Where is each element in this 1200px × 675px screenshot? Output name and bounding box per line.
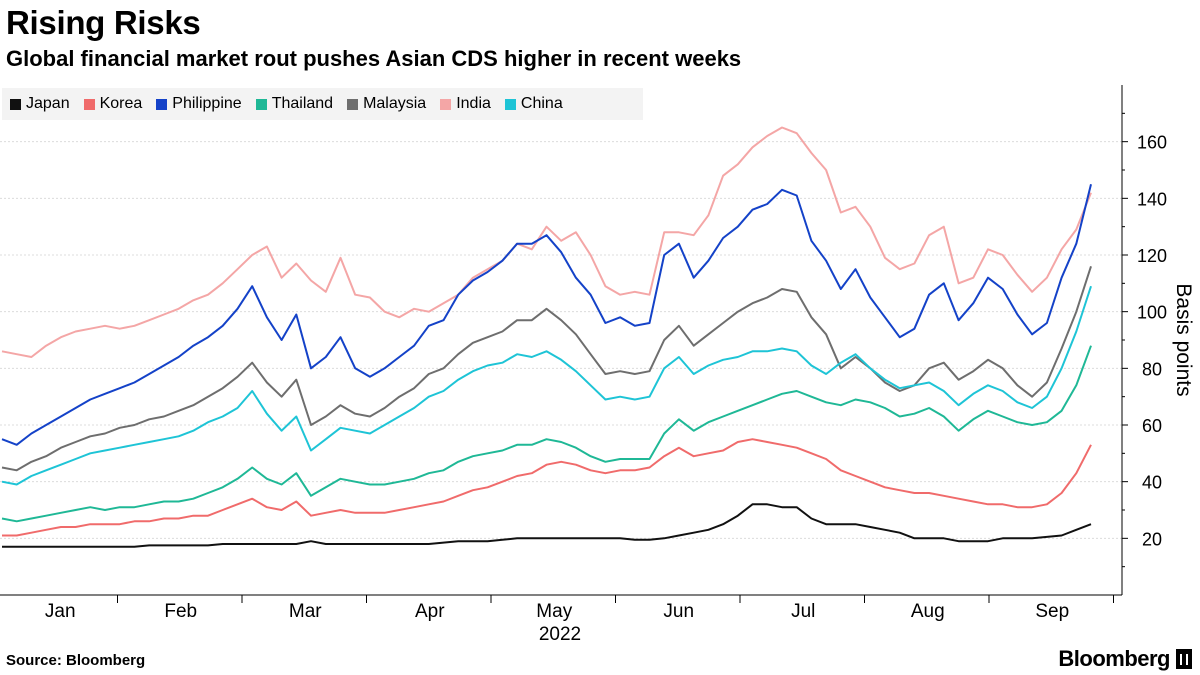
tick-label-x-jul: Jul	[791, 601, 815, 622]
tick-label-y-80: 80	[1142, 359, 1162, 379]
legend-item-philippine: Philippine	[156, 95, 242, 113]
legend-swatch	[83, 98, 95, 110]
source-note: Source: Bloomberg	[6, 652, 146, 669]
legend-swatch	[440, 98, 452, 110]
legend-item-korea: Korea	[83, 95, 143, 113]
legend-label: Korea	[99, 95, 143, 112]
chart-subtitle: Global financial market rout pushes Asia…	[6, 46, 742, 71]
legend-label: Japan	[26, 95, 70, 112]
legend-swatch	[347, 98, 359, 110]
tick-label-x-jan: Jan	[45, 601, 76, 622]
tick-label-x-apr: Apr	[415, 601, 445, 622]
tick-label-y-140: 140	[1137, 189, 1167, 209]
tick-label-y-160: 160	[1137, 133, 1167, 153]
legend-item-china: China	[504, 95, 563, 113]
tick-label-x-sep: Sep	[1035, 601, 1069, 622]
legend-label: Malaysia	[363, 95, 427, 112]
y-axis-title: Basis points	[1172, 283, 1195, 396]
legend-label: India	[456, 95, 491, 112]
legend-label: Thailand	[271, 95, 334, 112]
legend-item-india: India	[440, 95, 491, 113]
tick-label-x-jun: Jun	[663, 601, 694, 622]
tick-label-x-mar: Mar	[289, 601, 322, 622]
series-line-thailand	[1, 345, 1092, 523]
legend: Japan Korea Philippine Thailand Malaysia Indi…	[2, 88, 643, 120]
brand-logo: Bloomberg	[1058, 646, 1192, 672]
tick-label-y-100: 100	[1137, 303, 1167, 323]
legend-swatch	[255, 98, 267, 110]
legend-swatch	[156, 98, 168, 110]
legend-label: Philippine	[172, 95, 242, 112]
series-line-china	[1, 285, 1092, 486]
terminal-icon	[1176, 649, 1192, 669]
tick-label-x-feb: Feb	[164, 601, 197, 622]
series-line-korea	[2, 438, 1092, 537]
legend-item-malaysia: Malaysia	[347, 95, 426, 113]
tick-label-y-120: 120	[1137, 246, 1167, 266]
legend-swatch	[504, 98, 516, 110]
tick-label-x-aug: Aug	[911, 601, 945, 622]
series-line-india	[1, 126, 1092, 358]
brand-wordmark: Bloomberg	[1058, 646, 1170, 671]
legend-label: China	[520, 95, 563, 112]
legend-item-japan: Japan	[10, 95, 70, 113]
legend-item-thailand: Thailand	[255, 95, 334, 113]
chart-title: Rising Risks	[6, 4, 201, 41]
tick-label-y-40: 40	[1142, 473, 1162, 493]
tick-label-x-may: May	[536, 601, 572, 622]
legend-swatch	[10, 98, 21, 110]
series-line-japan	[2, 503, 1092, 548]
tick-label-y-20: 20	[1142, 529, 1162, 549]
tick-label-y-60: 60	[1142, 416, 1162, 436]
line-chart: 20 40 60 80 100 120 140 160 Basis points Jan Feb Ma…	[0, 85, 1195, 640]
year-label: 2022	[539, 624, 581, 640]
series-line-philippine	[1, 183, 1092, 446]
